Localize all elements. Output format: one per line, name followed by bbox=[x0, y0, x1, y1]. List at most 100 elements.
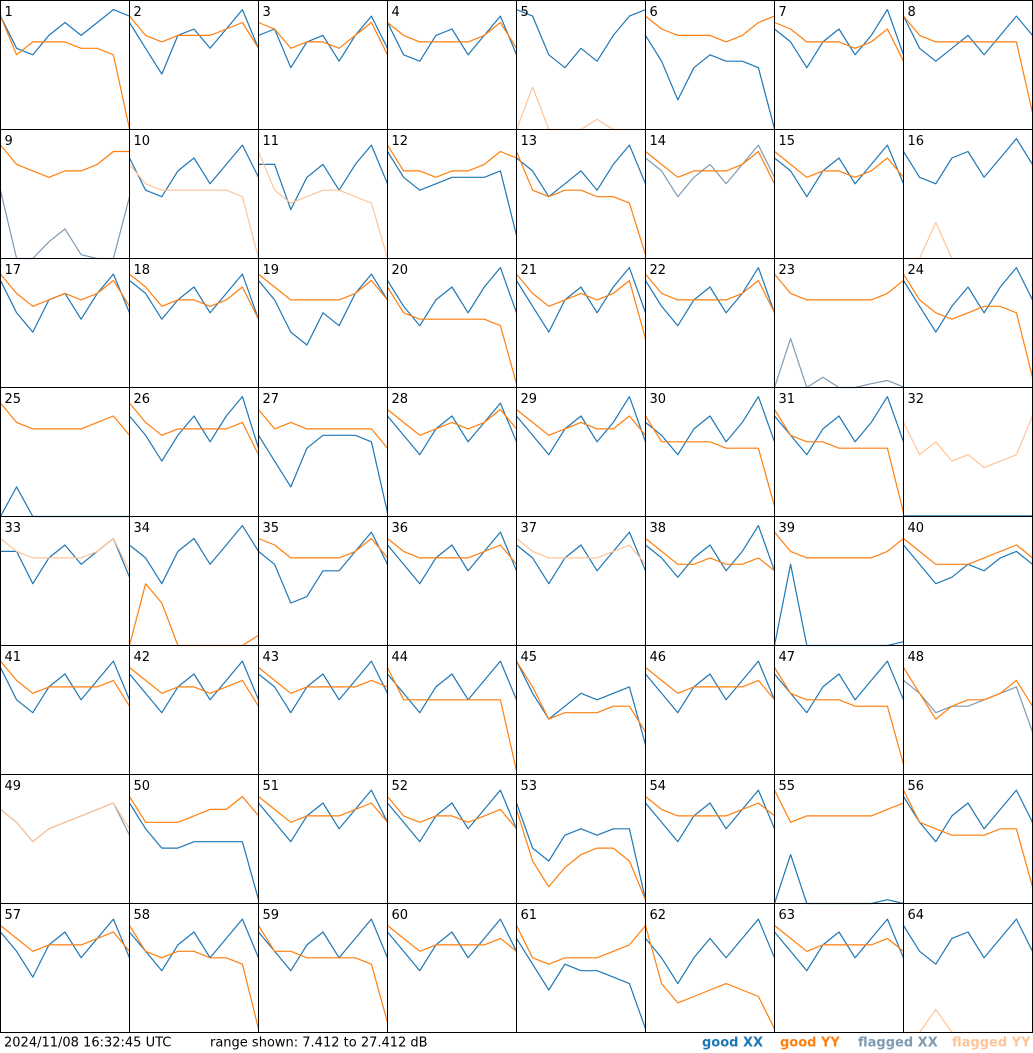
spectrum-line bbox=[774, 925, 904, 952]
legend-entry: flagged YY bbox=[952, 1036, 1031, 1051]
spectrum-line bbox=[386, 15, 518, 62]
panel-number: 23 bbox=[779, 263, 796, 278]
spectrum-line bbox=[258, 409, 388, 449]
spectrum-line bbox=[773, 563, 904, 647]
panel-number: 24 bbox=[908, 263, 925, 278]
spectrum-line bbox=[129, 525, 260, 585]
spectrum-line bbox=[773, 667, 905, 765]
spectrum-line bbox=[128, 925, 260, 1029]
spectrum-line bbox=[387, 925, 517, 952]
panel-number: 57 bbox=[5, 908, 22, 923]
panel-number: 43 bbox=[263, 650, 280, 665]
spectrum-line bbox=[773, 854, 904, 905]
panel-number: 39 bbox=[779, 521, 796, 536]
spectrum-line bbox=[129, 273, 260, 320]
spectrum-line bbox=[129, 273, 260, 320]
spectrum-line bbox=[386, 144, 517, 178]
spectrum-line bbox=[774, 660, 905, 714]
spectrum-line bbox=[516, 396, 647, 456]
panel-number: 44 bbox=[392, 650, 409, 665]
spectrum-line bbox=[258, 273, 388, 301]
spectrum-line bbox=[644, 415, 776, 507]
spectrum-line bbox=[516, 538, 646, 565]
legend-entry: good YY bbox=[780, 1036, 840, 1051]
spectrum-line bbox=[774, 918, 905, 972]
spectrum-line bbox=[774, 396, 905, 456]
spectrum-line bbox=[0, 190, 131, 260]
spectrum-line bbox=[773, 789, 904, 823]
spectrum-line bbox=[258, 273, 389, 346]
spectrum-line bbox=[902, 789, 1033, 843]
panel-number: 36 bbox=[392, 521, 409, 536]
spectrum-line bbox=[515, 660, 647, 733]
panel-number: 14 bbox=[650, 134, 667, 149]
spectrum-line bbox=[387, 408, 517, 436]
spectrum-line bbox=[0, 537, 131, 585]
spectrum-line bbox=[774, 273, 904, 301]
spectrum-line bbox=[903, 15, 1033, 113]
spectrum-line bbox=[773, 338, 904, 389]
spectrum-line bbox=[129, 660, 260, 714]
panel-number: 50 bbox=[134, 779, 151, 794]
range-label: range shown: 7.412 to 27.412 dB bbox=[210, 1036, 428, 1051]
spectrum-line bbox=[644, 925, 776, 1029]
spectrum-line bbox=[774, 21, 905, 62]
spectrum-line bbox=[645, 538, 775, 572]
spectrum-line bbox=[902, 267, 1033, 333]
panel-number: 62 bbox=[650, 908, 667, 923]
panel-number: 38 bbox=[650, 521, 667, 536]
spectrum-line bbox=[516, 409, 646, 436]
spectrum-line bbox=[129, 15, 260, 49]
spectrum-line bbox=[387, 538, 517, 565]
panel-number: 15 bbox=[779, 134, 796, 149]
spectrum-line bbox=[0, 537, 131, 572]
spectrum-line bbox=[0, 925, 130, 952]
spectrum-line bbox=[645, 796, 775, 817]
panel-number: 13 bbox=[521, 134, 538, 149]
spectrum-line bbox=[902, 415, 1033, 469]
spectrum-line bbox=[645, 273, 776, 314]
panel-number: 16 bbox=[908, 134, 925, 149]
spectrum-line bbox=[128, 583, 259, 647]
panel-number: 46 bbox=[650, 650, 667, 665]
spectrum-line bbox=[0, 402, 130, 436]
spectrum-line bbox=[516, 9, 646, 69]
panel-number: 30 bbox=[650, 392, 667, 407]
spectrum-line bbox=[903, 538, 1033, 565]
panel-number: 34 bbox=[134, 521, 151, 536]
panel-number: 22 bbox=[650, 263, 667, 278]
panel-number: 64 bbox=[908, 908, 925, 923]
panel-number: 5 bbox=[521, 5, 529, 20]
spectrum-line bbox=[903, 221, 1033, 260]
spectrum-line bbox=[258, 796, 388, 823]
spectrum-line bbox=[516, 144, 647, 198]
spectrum-line bbox=[387, 789, 518, 843]
spectrum-line bbox=[515, 925, 646, 965]
spectrum-line bbox=[387, 918, 518, 972]
spectrum-line bbox=[387, 796, 517, 830]
spectrum-line bbox=[257, 434, 389, 513]
spectrum-line bbox=[645, 150, 776, 185]
spectrum-line bbox=[645, 918, 776, 985]
spectrum-line bbox=[902, 667, 1033, 720]
spectrum-line bbox=[645, 789, 776, 843]
panel-number: 3 bbox=[263, 5, 271, 20]
spectrum-line bbox=[387, 660, 518, 714]
panel-number: 33 bbox=[5, 521, 22, 536]
spectrum-line bbox=[128, 9, 260, 75]
spectrum-line bbox=[258, 918, 389, 972]
panel-number: 58 bbox=[134, 908, 151, 923]
spectrum-line bbox=[902, 273, 1033, 378]
spectrum-line bbox=[258, 15, 389, 69]
panel-number: 59 bbox=[263, 908, 280, 923]
panel-border bbox=[0, 0, 130, 130]
spectrum-line bbox=[902, 15, 1033, 62]
spectrum-line bbox=[128, 795, 259, 823]
panel-number: 37 bbox=[521, 521, 538, 536]
panel-number: 26 bbox=[134, 392, 151, 407]
spectrum-line bbox=[902, 918, 1033, 965]
panel-number: 8 bbox=[908, 5, 916, 20]
spectrum-line bbox=[0, 9, 130, 56]
spectrum-line bbox=[258, 789, 389, 843]
spectrum-line bbox=[258, 531, 389, 604]
